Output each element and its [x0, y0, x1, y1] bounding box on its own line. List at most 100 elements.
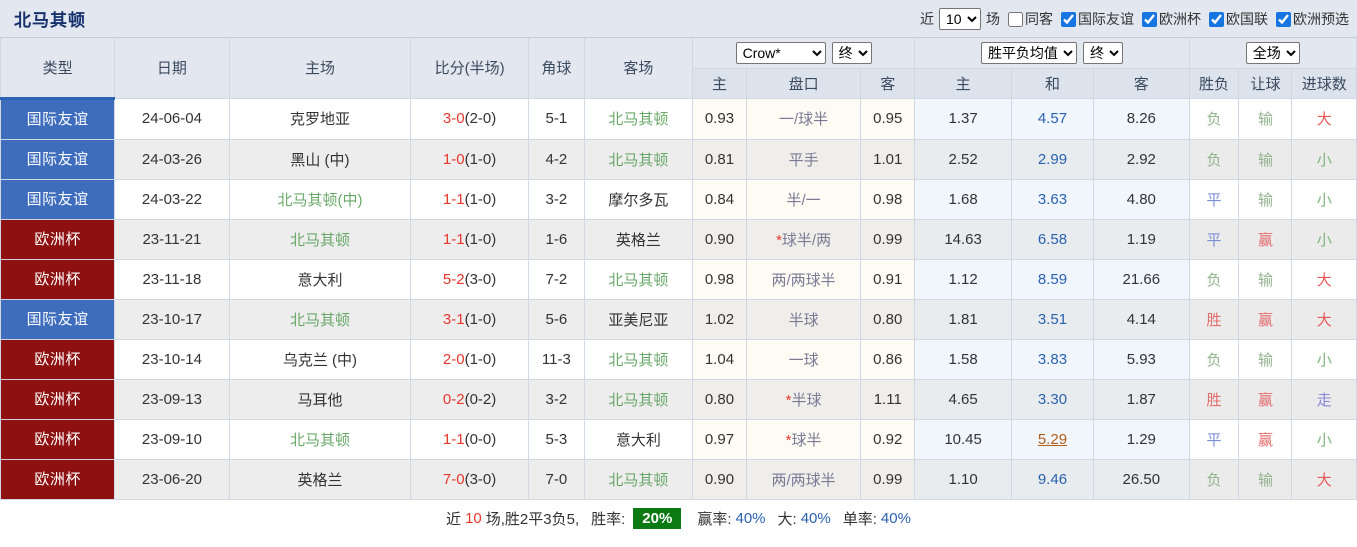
cell-result-wl: 负 [1188, 458, 1240, 500]
cell-home-team[interactable]: 意大利 [228, 258, 412, 300]
cell-type[interactable]: 欧洲杯 [0, 418, 116, 460]
filter-checkbox-euro-qualifier[interactable] [1276, 11, 1291, 27]
cell-home-team[interactable]: 北马其顿 [228, 418, 412, 460]
cell-corner: 1-6 [527, 218, 585, 260]
cell-type[interactable]: 欧洲杯 [0, 378, 116, 420]
cell-home-team[interactable]: 北马其顿(中) [228, 178, 412, 220]
cell-type[interactable]: 国际友谊 [0, 138, 116, 180]
summary-mid: 场,胜2平3负5, [485, 511, 580, 528]
cell-score[interactable]: 1-1(0-0) [410, 418, 529, 460]
cell-away-team[interactable]: 北马其顿 [583, 258, 693, 300]
cell-away-team[interactable]: 北马其顿 [583, 97, 693, 140]
filter-checkbox-wrap-0[interactable]: 国际友谊 [1058, 9, 1134, 29]
cell-eu-away-odds: 21.66 [1092, 258, 1190, 300]
cell-home-team[interactable]: 英格兰 [228, 458, 412, 500]
cell-type[interactable]: 国际友谊 [0, 97, 116, 140]
cell-away-team[interactable]: 北马其顿 [583, 138, 693, 180]
cell-away-team[interactable]: 亚美尼亚 [583, 298, 693, 340]
filter-checkbox-nations-league[interactable] [1209, 11, 1224, 27]
cell-result-wl: 平 [1188, 178, 1240, 220]
cell-type[interactable]: 欧洲杯 [0, 458, 116, 500]
cell-ah-home-odds: 0.81 [691, 138, 747, 180]
cell-result-goals: 大 [1291, 458, 1357, 500]
cell-type[interactable]: 欧洲杯 [0, 218, 116, 260]
eu-type-select[interactable]: 胜平负均值Bet365威廉希尔 [980, 41, 1077, 64]
cell-result-goals: 走 [1291, 378, 1357, 420]
cell-eu-home-odds: 2.52 [914, 138, 1012, 180]
cell-type[interactable]: 欧洲杯 [0, 258, 116, 300]
cell-result-ah: 输 [1238, 338, 1293, 380]
table-row[interactable]: 国际友谊 24-06-04 克罗地亚 3-0(2-0) 5-1 北马其顿 0.93 一/球半 0… [0, 97, 1357, 140]
column-header-row: 主 盘口 客 主 和 客 胜负 让球 进球数 [1, 67, 1357, 99]
cell-eu-away-odds: 5.93 [1092, 338, 1190, 380]
cell-home-team[interactable]: 马耳他 [228, 378, 412, 420]
cell-home-team[interactable]: 乌克兰 (中) [228, 338, 412, 380]
cell-eu-home-odds: 1.12 [914, 258, 1012, 300]
cell-away-team[interactable]: 英格兰 [583, 218, 693, 260]
col-header-ah-away: 客 [860, 67, 916, 99]
table-row[interactable]: 欧洲杯 23-09-10 北马其顿 1-1(0-0) 5-3 意大利 0.97 *球半 0.92… [0, 418, 1357, 460]
cell-eu-draw-odds: 3.51 [1010, 298, 1094, 340]
table-row[interactable]: 欧洲杯 23-09-13 马耳他 0-2(0-2) 3-2 北马其顿 0.80 *半球 1.11… [0, 378, 1357, 420]
cell-result-wl: 负 [1188, 338, 1240, 380]
filter-checkbox-wrap-2[interactable]: 欧国联 [1206, 9, 1268, 29]
filter-checkbox-wrap-1[interactable]: 欧洲杯 [1139, 9, 1201, 29]
same-away-checkbox-wrap[interactable]: 同客 [1005, 9, 1053, 29]
filter-label-friendly: 国际友谊 [1078, 11, 1134, 27]
recent-count-select[interactable]: 6102030 [939, 8, 981, 30]
cell-away-team[interactable]: 北马其顿 [583, 458, 693, 500]
cell-score[interactable]: 7-0(3-0) [410, 458, 529, 500]
cell-score[interactable]: 1-1(1-0) [410, 178, 529, 220]
table-row[interactable]: 国际友谊 24-03-22 北马其顿(中) 1-1(1-0) 3-2 摩尔多瓦 0.84 半/… [0, 178, 1357, 220]
cell-result-ah: 输 [1238, 178, 1293, 220]
filter-checkbox-euro-cup[interactable] [1142, 11, 1157, 27]
cell-home-team[interactable]: 北马其顿 [228, 298, 412, 340]
cell-score[interactable]: 1-1(1-0) [410, 218, 529, 260]
table-row[interactable]: 欧洲杯 23-06-20 英格兰 7-0(3-0) 7-0 北马其顿 0.90 两/两球半 0.… [0, 458, 1357, 500]
ah-phase-select[interactable]: 初终 [831, 41, 872, 64]
eu-phase-select[interactable]: 初终 [1082, 41, 1123, 64]
cell-ah-away-odds: 0.98 [860, 178, 916, 220]
cell-away-team[interactable]: 摩尔多瓦 [583, 178, 693, 220]
cell-type[interactable]: 国际友谊 [0, 178, 116, 220]
scope-select[interactable]: 全场半场 [1245, 41, 1300, 64]
cell-eu-away-odds: 8.26 [1092, 97, 1190, 140]
cell-type[interactable]: 国际友谊 [0, 298, 116, 340]
cell-result-ah: 输 [1238, 138, 1293, 180]
cell-eu-draw-odds: 5.29 [1010, 418, 1094, 460]
table-row[interactable]: 欧洲杯 23-11-18 意大利 5-2(3-0) 7-2 北马其顿 0.98 两/两球半 0.… [0, 258, 1357, 300]
top-filters: 近 6102030 场 同客 国际友谊 欧洲杯 欧国联 欧洲预选 [920, 0, 1349, 38]
filter-checkbox-wrap-3[interactable]: 欧洲预选 [1273, 9, 1349, 29]
cell-score[interactable]: 5-2(3-0) [410, 258, 529, 300]
cell-away-team[interactable]: 北马其顿 [583, 338, 693, 380]
cell-home-team[interactable]: 克罗地亚 [228, 97, 412, 140]
cell-ah-home-odds: 0.97 [691, 418, 747, 460]
cell-ah-home-odds: 0.93 [691, 97, 747, 140]
table-row[interactable]: 欧洲杯 23-10-14 乌克兰 (中) 2-0(1-0) 11-3 北马其顿 1.04 一球… [0, 338, 1357, 380]
cell-result-goals: 小 [1291, 138, 1357, 180]
cell-type[interactable]: 欧洲杯 [0, 338, 116, 380]
cell-home-team[interactable]: 黑山 (中) [228, 138, 412, 180]
cell-result-wl: 平 [1188, 418, 1240, 460]
bookmaker-select[interactable]: Crow*Bet365Macauslot [735, 41, 826, 64]
table-row[interactable]: 国际友谊 23-10-17 北马其顿 3-1(1-0) 5-6 亚美尼亚 1.02 半球 0.8… [0, 298, 1357, 340]
cell-ah-away-odds: 0.80 [860, 298, 916, 340]
col-header-score: 比分(半场) [410, 38, 529, 99]
table-row[interactable]: 国际友谊 24-03-26 黑山 (中) 1-0(1-0) 4-2 北马其顿 0.81 平手 1… [0, 138, 1357, 180]
cell-score[interactable]: 2-0(1-0) [410, 338, 529, 380]
cell-score[interactable]: 3-1(1-0) [410, 298, 529, 340]
cell-eu-away-odds: 2.92 [1092, 138, 1190, 180]
cell-score[interactable]: 3-0(2-0) [410, 97, 529, 140]
same-away-checkbox[interactable] [1008, 11, 1023, 27]
col-header-ah-home: 主 [691, 67, 747, 99]
col-header-corner: 角球 [527, 38, 585, 99]
cell-away-team[interactable]: 北马其顿 [583, 378, 693, 420]
cell-date: 24-06-04 [114, 97, 230, 140]
filter-checkbox-friendly[interactable] [1061, 11, 1076, 27]
cell-home-team[interactable]: 北马其顿 [228, 218, 412, 260]
cell-away-team[interactable]: 意大利 [583, 418, 693, 460]
cell-score[interactable]: 1-0(1-0) [410, 138, 529, 180]
cell-score[interactable]: 0-2(0-2) [410, 378, 529, 420]
table-row[interactable]: 欧洲杯 23-11-21 北马其顿 1-1(1-0) 1-6 英格兰 0.90 *球半/两 0.… [0, 218, 1357, 260]
top-control-bar: 北马其顿 近 6102030 场 同客 国际友谊 欧洲杯 欧国联 [0, 0, 1357, 38]
